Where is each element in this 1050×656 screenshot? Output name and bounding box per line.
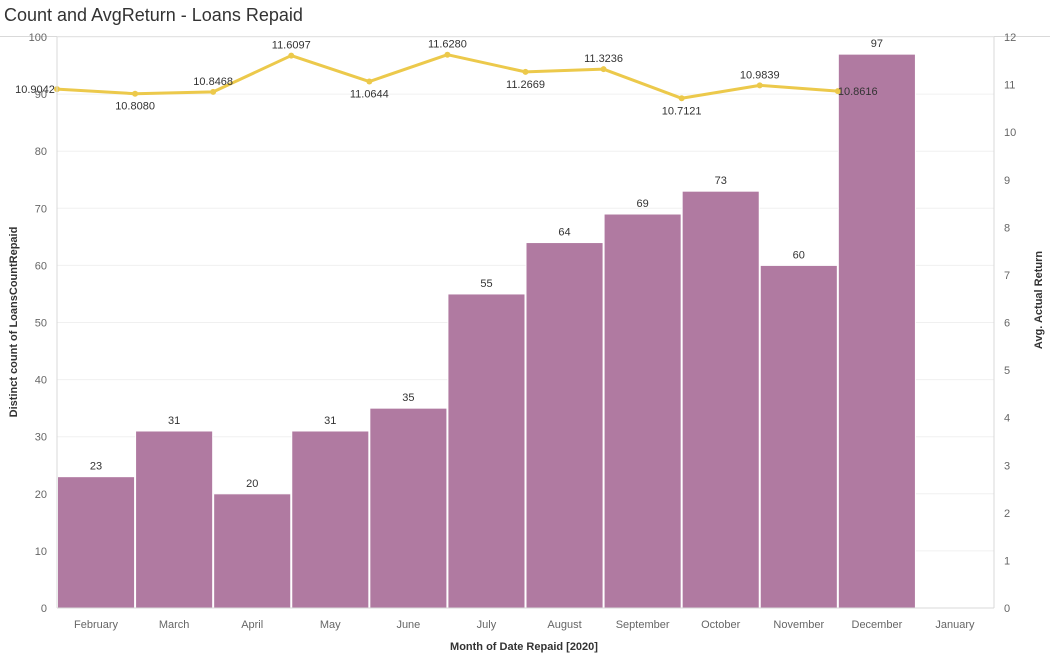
y-right-tick-label: 11 bbox=[1004, 80, 1015, 92]
bar bbox=[525, 242, 604, 609]
line-value-label: 10.9839 bbox=[740, 69, 780, 81]
bar-value-label: 97 bbox=[871, 38, 883, 50]
y-left-tick-label: 0 bbox=[41, 603, 47, 615]
line-value-label: 11.2669 bbox=[506, 79, 545, 91]
x-tick-label: February bbox=[74, 619, 119, 631]
line-series: 10.9042 10.8080 10.8468 11.6097 11.0644 11.62… bbox=[15, 39, 877, 118]
bar-value-label: 64 bbox=[558, 227, 570, 239]
line-value-label: 10.7121 bbox=[662, 105, 702, 117]
line-value-label: 11.6280 bbox=[428, 39, 467, 51]
bar-value-label: 60 bbox=[793, 249, 805, 261]
bar-value-label: 31 bbox=[168, 415, 180, 427]
y-right-tick-label: 9 bbox=[1004, 175, 1010, 187]
bar bbox=[447, 293, 526, 609]
x-tick-label: August bbox=[547, 619, 581, 631]
y-left-tick-label: 90 bbox=[35, 89, 47, 101]
line-point bbox=[834, 88, 841, 95]
x-tick-label: July bbox=[477, 619, 497, 631]
y-left-tick-label: 10 bbox=[35, 546, 47, 558]
bar-value-label: 23 bbox=[90, 461, 102, 473]
line-value-label: 11.6097 bbox=[272, 40, 311, 52]
line-point bbox=[600, 66, 607, 73]
y-left-tick-label: 80 bbox=[35, 146, 47, 158]
y-right-tick-label: 12 bbox=[1004, 32, 1016, 44]
bar-value-label: 69 bbox=[637, 198, 649, 210]
y-left-tick-label: 100 bbox=[29, 32, 47, 44]
bar bbox=[369, 407, 448, 609]
bar-series: 23 31 20 31 35 55 64 69 73 60 97 bbox=[57, 38, 916, 609]
y-left-tick-label: 50 bbox=[35, 318, 47, 330]
bar bbox=[291, 430, 370, 609]
line-point bbox=[210, 88, 217, 95]
y-axis-left-label: Distinct count of LoansCountRepaid bbox=[8, 227, 20, 418]
line-point bbox=[678, 95, 685, 102]
line-point bbox=[522, 68, 529, 75]
y-right-tick-label: 1 bbox=[1004, 555, 1010, 567]
bar-value-label: 35 bbox=[402, 392, 414, 404]
y-left-tick-label: 30 bbox=[35, 432, 47, 444]
line-point bbox=[366, 78, 373, 85]
axes: 01020304050607080901000123456789101112Fe… bbox=[29, 32, 1017, 631]
x-tick-label: October bbox=[701, 619, 740, 631]
line-value-label: 11.3236 bbox=[584, 53, 623, 65]
y-right-tick-label: 6 bbox=[1004, 318, 1010, 330]
bar bbox=[57, 476, 136, 609]
y-left-tick-label: 40 bbox=[35, 375, 47, 387]
x-tick-label: December bbox=[852, 619, 903, 631]
bar-value-label: 55 bbox=[480, 278, 492, 290]
x-axis-label: Month of Date Repaid [2020] bbox=[450, 641, 598, 653]
x-tick-label: January bbox=[935, 619, 975, 631]
y-right-tick-label: 2 bbox=[1004, 508, 1010, 520]
y-right-tick-label: 3 bbox=[1004, 460, 1010, 472]
line-point bbox=[756, 82, 763, 89]
bar bbox=[837, 53, 916, 609]
bar-value-label: 73 bbox=[715, 175, 727, 187]
line-value-label: 10.9042 bbox=[15, 84, 55, 96]
bar bbox=[759, 264, 838, 609]
line-value-label: 10.8616 bbox=[838, 86, 878, 98]
chart-title: Count and AvgReturn - Loans Repaid bbox=[4, 5, 303, 25]
line-value-label: 10.8468 bbox=[193, 76, 233, 88]
y-right-tick-label: 5 bbox=[1004, 365, 1010, 377]
line-point bbox=[132, 90, 139, 97]
x-tick-label: March bbox=[159, 619, 190, 631]
y-right-tick-label: 4 bbox=[1004, 413, 1010, 425]
x-tick-label: September bbox=[616, 619, 670, 631]
bar bbox=[213, 493, 292, 609]
line-point bbox=[288, 52, 295, 59]
line-path bbox=[56, 53, 838, 100]
y-left-tick-label: 60 bbox=[35, 260, 47, 272]
y-left-tick-label: 70 bbox=[35, 203, 47, 215]
line-value-label: 11.0644 bbox=[350, 89, 389, 101]
y-right-tick-label: 7 bbox=[1004, 270, 1010, 282]
y-right-tick-label: 8 bbox=[1004, 222, 1010, 234]
y-axis-right-label: Avg. Actual Return bbox=[1033, 251, 1045, 349]
x-tick-label: May bbox=[320, 619, 341, 631]
bar-value-label: 31 bbox=[324, 415, 336, 427]
bar bbox=[603, 213, 682, 609]
bar-value-label: 20 bbox=[246, 478, 258, 490]
x-tick-label: November bbox=[773, 619, 824, 631]
bar bbox=[681, 190, 760, 609]
y-right-tick-label: 0 bbox=[1004, 603, 1010, 615]
line-value-label: 10.8080 bbox=[115, 101, 155, 113]
bar bbox=[135, 430, 214, 609]
x-tick-label: April bbox=[241, 619, 263, 631]
x-tick-label: June bbox=[396, 619, 420, 631]
y-right-tick-label: 10 bbox=[1004, 127, 1016, 139]
y-left-tick-label: 20 bbox=[35, 489, 47, 501]
line-point bbox=[444, 51, 451, 58]
